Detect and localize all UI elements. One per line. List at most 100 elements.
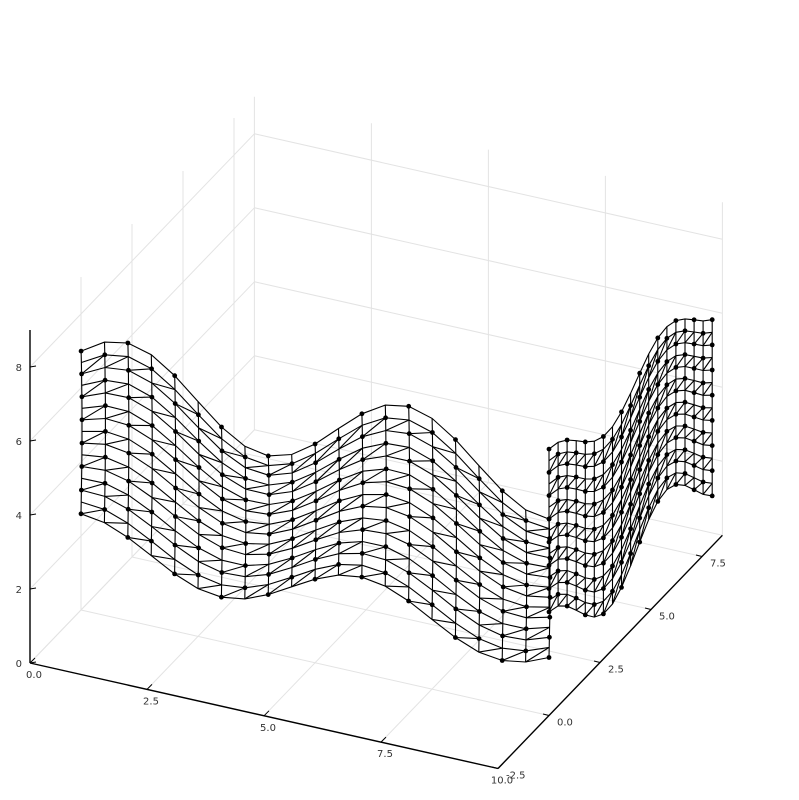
sheet-a-column-diag <box>338 447 363 471</box>
sheet-a-column-diag <box>385 530 410 535</box>
axes <box>29 330 723 770</box>
z-tick-mark <box>29 661 37 664</box>
surface-point <box>610 512 615 518</box>
sheet-b-column-diag <box>630 457 641 493</box>
surface-point <box>266 492 272 498</box>
surface-point <box>290 498 295 504</box>
surface-point <box>430 544 436 550</box>
surface-point <box>564 532 570 538</box>
sheet-a-column-diag <box>362 417 386 438</box>
sheet-a-column-diag <box>479 517 504 528</box>
sheet-a-column-diag <box>81 405 106 421</box>
sheet-a-column-diag <box>292 490 317 511</box>
sheet-b-column-diag <box>602 464 614 488</box>
surface-point <box>383 415 388 421</box>
surface-point <box>219 545 225 551</box>
sheet-b-column-diag <box>657 384 668 409</box>
sheet-a-column-diag <box>479 570 504 576</box>
sheet-a-column-diag <box>81 482 106 491</box>
surface-point <box>601 459 606 465</box>
surface-point <box>628 427 633 433</box>
surface-point <box>673 482 679 487</box>
surface-point <box>172 373 178 379</box>
surface-point <box>125 506 131 512</box>
grid-floor-y <box>182 503 652 610</box>
sheet-b-column-diag <box>702 432 713 446</box>
sheet-b-column-diag <box>611 449 623 478</box>
surface-point <box>125 340 131 346</box>
z-tick-label: 4 <box>16 511 22 522</box>
sheet-a-column-diag <box>502 606 527 612</box>
sheet-a-column-diag <box>245 465 269 469</box>
surface-point <box>664 335 670 341</box>
surface-point <box>573 523 579 528</box>
sheet-b-column-diag <box>584 453 595 468</box>
sheet-b-column-diag <box>548 547 559 566</box>
surface-point <box>313 557 318 562</box>
surface-point <box>430 515 436 521</box>
surface-point <box>582 513 588 519</box>
surface-point <box>477 502 482 508</box>
sheet-b-column-diag <box>593 575 604 593</box>
sheet-b-column-diag <box>557 522 568 537</box>
surface-point <box>79 464 85 469</box>
surface-point <box>500 633 505 639</box>
surface-point <box>243 563 248 568</box>
surface-point <box>655 475 661 481</box>
surface-point <box>673 435 679 441</box>
surface-point <box>673 458 679 464</box>
sheet-a-column-diag <box>503 537 527 543</box>
sheet-b-row <box>548 318 713 450</box>
surface-point <box>700 479 706 485</box>
surface-point <box>555 545 561 550</box>
surface-point <box>546 493 552 498</box>
sheet-a-column-diag <box>244 563 270 578</box>
z-tick-label: 8 <box>16 363 22 374</box>
grid-back-z <box>254 133 723 240</box>
sheet-a-column-diag <box>151 496 176 503</box>
sheet-a-column-diag <box>385 419 410 432</box>
surface-point <box>406 403 412 409</box>
y-tick-mark <box>542 713 550 716</box>
surface-point <box>547 614 553 620</box>
sheet-b-column-diag <box>593 448 604 467</box>
sheet-a-column-diag <box>455 636 480 640</box>
surface-point <box>289 479 295 485</box>
surface-point <box>546 609 552 615</box>
surface-point <box>406 431 412 437</box>
surface-point <box>637 539 643 545</box>
surface-point <box>103 403 108 409</box>
sheet-a-column-diag <box>105 438 129 445</box>
sheet-a-column-diag <box>478 647 503 653</box>
surface-point <box>219 472 225 478</box>
surface-point <box>476 476 482 482</box>
surface-point <box>360 480 366 486</box>
sheet-b-column-diag <box>648 442 659 473</box>
sheet-b-column-diag <box>684 331 695 344</box>
sheet-b-column-diag <box>557 499 568 513</box>
surface-point <box>78 511 84 517</box>
surface-point <box>610 487 615 493</box>
sheet-a-column-diag <box>479 544 504 552</box>
surface-point <box>646 363 652 369</box>
grid-back-z <box>254 355 723 462</box>
sheet-a-column-diag <box>268 481 293 496</box>
surface-point <box>691 341 697 347</box>
sheet-b-column-diag <box>675 449 686 462</box>
sheet-a-column-diag <box>245 523 270 534</box>
surface-point <box>709 392 715 398</box>
sheet-b-column-diag <box>548 453 559 473</box>
sheet-b-column-diag <box>639 389 650 422</box>
grid-back-z <box>254 207 723 314</box>
surface-point <box>547 536 552 541</box>
sheet-a-column-diag <box>105 466 129 471</box>
sheet-b-column-diag <box>602 540 614 564</box>
surface-point <box>709 493 715 499</box>
surface-point <box>476 636 482 641</box>
sheet-a-column-diag <box>386 474 410 483</box>
surface-point <box>454 549 459 555</box>
sheet-a-column-diag <box>221 587 246 598</box>
sheet-a-column-diag <box>198 533 223 537</box>
surface-point <box>582 538 588 544</box>
sheet-a-column-diag <box>268 463 293 476</box>
